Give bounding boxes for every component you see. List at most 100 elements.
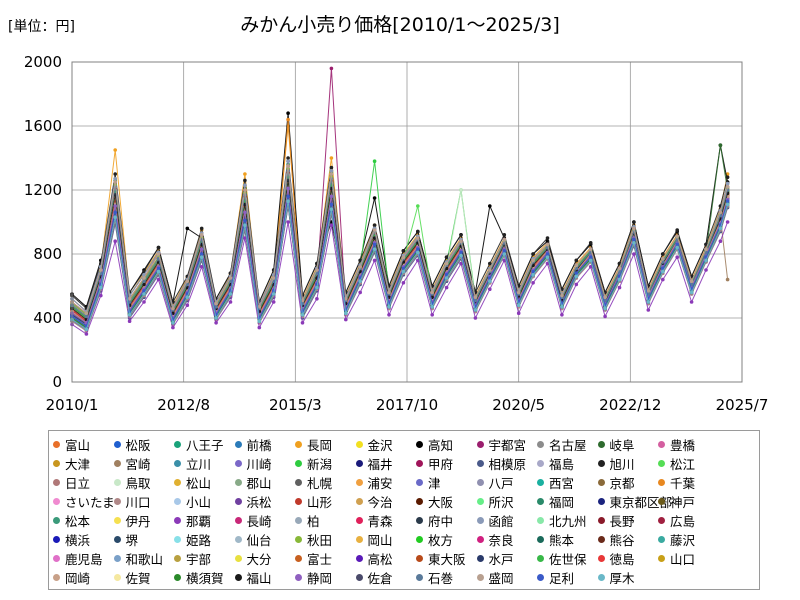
legend-label: 厚木 xyxy=(609,570,635,586)
legend-label: 長野 xyxy=(609,513,635,529)
legend-item: 青森 xyxy=(355,511,393,529)
data-point xyxy=(459,188,463,192)
data-point xyxy=(725,220,730,224)
data-point xyxy=(689,290,694,295)
data-point xyxy=(214,301,218,306)
legend-item: 北九州 xyxy=(537,511,587,529)
data-point xyxy=(329,66,334,71)
legend-marker xyxy=(416,459,423,467)
legend-label: 那覇 xyxy=(186,513,212,529)
legend-marker xyxy=(355,478,363,486)
legend-label: 福井 xyxy=(367,456,393,472)
legend-marker xyxy=(658,459,665,467)
data-point xyxy=(286,156,290,160)
data-point xyxy=(372,223,377,227)
data-point xyxy=(502,249,507,253)
data-point xyxy=(488,204,492,208)
legend-label: 小山 xyxy=(186,494,212,510)
legend-label: 奈良 xyxy=(488,532,514,548)
legend-marker xyxy=(174,535,181,543)
legend-item: 前橋 xyxy=(234,435,272,453)
data-point xyxy=(84,332,89,336)
legend-item: 佐倉 xyxy=(355,568,393,586)
data-point xyxy=(632,252,636,256)
legend-item: 柏 xyxy=(295,511,320,529)
legend-label: 水戸 xyxy=(488,551,514,567)
legend-label: 長岡 xyxy=(307,437,333,453)
data-point xyxy=(459,253,463,258)
data-point xyxy=(545,255,550,259)
data-point xyxy=(99,293,103,298)
legend-marker xyxy=(537,573,544,581)
legend-marker xyxy=(295,459,302,467)
legend-label: 浦安 xyxy=(367,475,393,491)
data-point xyxy=(603,314,607,319)
legend-item: 佐世保 xyxy=(537,549,587,567)
data-point xyxy=(142,276,146,280)
data-point xyxy=(300,321,305,325)
legend-item: 高知 xyxy=(416,435,453,453)
legend-item: 松本 xyxy=(53,511,90,529)
legend-item: 高松 xyxy=(355,549,393,567)
data-point xyxy=(588,241,593,245)
legend-label: 名古屋 xyxy=(549,437,587,453)
data-point xyxy=(632,237,636,242)
legend-item: 京都 xyxy=(597,473,635,491)
data-point xyxy=(560,305,564,309)
legend-label: 藤沢 xyxy=(670,532,696,548)
legend-item: 松阪 xyxy=(113,435,151,453)
legend-marker xyxy=(113,554,121,562)
data-point xyxy=(387,290,391,295)
legend-label: 姫路 xyxy=(186,532,212,548)
legend-label: 八戸 xyxy=(488,475,514,491)
legend-marker xyxy=(476,497,484,505)
data-point xyxy=(329,172,334,176)
legend-label: 浜松 xyxy=(246,494,272,510)
legend-item: 山形 xyxy=(295,492,332,510)
data-point xyxy=(704,242,708,247)
legend-marker xyxy=(53,440,60,448)
legend-marker xyxy=(658,554,665,562)
data-point xyxy=(214,321,218,325)
y-tick-label: 800 xyxy=(33,245,62,263)
legend-marker xyxy=(416,497,423,505)
legend-label: 高松 xyxy=(367,551,393,567)
legend-label: 鳥取 xyxy=(125,475,151,491)
data-point xyxy=(661,269,665,274)
legend-marker xyxy=(53,497,60,505)
data-point xyxy=(531,258,535,263)
legend-marker xyxy=(658,440,665,448)
legend-marker xyxy=(537,554,544,562)
legend-label: 北九州 xyxy=(549,513,587,529)
data-point xyxy=(127,297,132,301)
data-point xyxy=(286,159,290,163)
data-point xyxy=(675,255,679,259)
x-tick-label: 2017/10 xyxy=(376,396,438,414)
data-point xyxy=(675,228,679,232)
data-point xyxy=(199,265,204,269)
data-point xyxy=(84,327,89,332)
legend-marker xyxy=(53,535,60,543)
legend-item: 岡崎 xyxy=(53,568,90,586)
data-point xyxy=(531,252,535,256)
legend-label: さいたま xyxy=(65,494,115,510)
legend-marker xyxy=(53,516,60,524)
legend-marker xyxy=(234,573,242,581)
legend-item: 浦安 xyxy=(355,473,393,491)
legend-label: 岐阜 xyxy=(609,437,635,453)
data-point xyxy=(185,295,190,300)
legend-label: 青森 xyxy=(367,513,393,529)
data-point xyxy=(113,148,117,152)
legend-marker xyxy=(597,573,605,581)
data-point xyxy=(257,325,262,330)
legend-item: 那覇 xyxy=(174,511,211,529)
data-point xyxy=(387,313,391,317)
data-point xyxy=(689,300,694,304)
data-point xyxy=(704,268,708,272)
legend-item: 大阪 xyxy=(416,492,453,510)
y-tick-label: 1200 xyxy=(24,181,62,199)
data-point xyxy=(416,258,420,263)
legend-item: 津 xyxy=(416,473,441,491)
legend-label: 日立 xyxy=(65,475,91,491)
legend-label: 所沢 xyxy=(488,494,514,510)
